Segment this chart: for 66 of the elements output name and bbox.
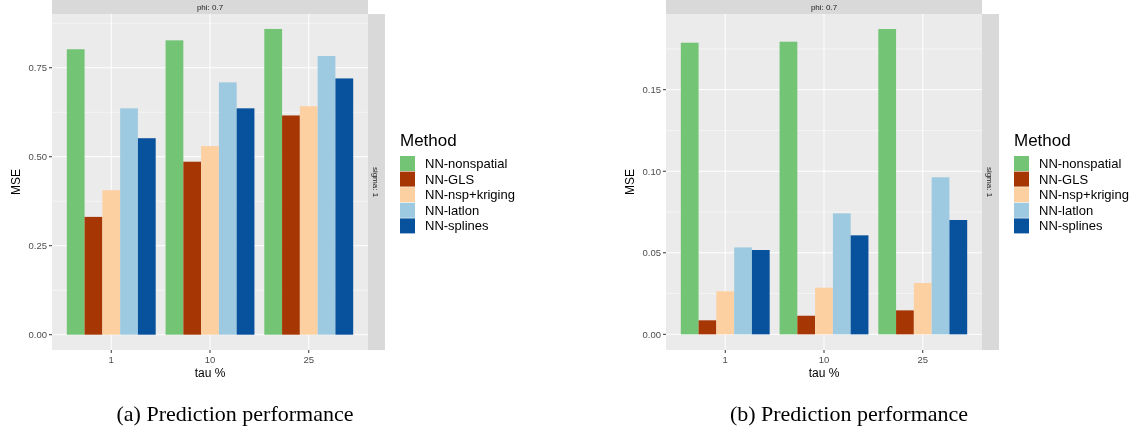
text: sigma: 1 <box>371 166 380 198</box>
text: (b) Prediction performance <box>729 401 969 426</box>
bar <box>896 310 914 335</box>
bar <box>102 190 121 335</box>
bar <box>218 82 237 335</box>
bar <box>716 291 735 335</box>
bar <box>183 161 202 335</box>
y-tick-label: 0.00 <box>642 328 661 340</box>
bar <box>698 320 717 335</box>
bar <box>66 49 85 335</box>
legend-title: Method <box>400 131 457 150</box>
bar <box>317 56 336 335</box>
legend-label: NN-splines <box>425 218 490 234</box>
legend-label: NN-nsp+kriging <box>425 187 515 203</box>
x-tick-label: 10 <box>818 354 830 365</box>
legend-label: NN-nsp+kriging <box>1039 187 1129 203</box>
x-tick-label: 25 <box>917 354 929 365</box>
legend-label: NN-latlon <box>1039 202 1094 218</box>
y-tick-label: 0.00 <box>28 329 47 341</box>
x-tick-label: 1 <box>722 354 728 365</box>
x-tick-label: 10 <box>204 354 216 365</box>
bar <box>236 108 255 335</box>
bar <box>734 247 752 335</box>
x-tick-label: 25 <box>303 354 315 365</box>
y-tick-label: 0.05 <box>642 247 661 259</box>
x-axis-title: tau % <box>194 366 226 380</box>
bar <box>850 235 869 335</box>
legend-label: NN-GLS <box>1039 171 1089 187</box>
x-tick-label: 1 <box>108 354 114 365</box>
legend-label: NN-latlon <box>425 202 480 218</box>
y-tick-label: 0.15 <box>642 84 661 96</box>
x-axis-title: tau % <box>808 366 840 380</box>
bar <box>832 213 851 335</box>
bar <box>335 78 354 335</box>
bar <box>797 315 816 335</box>
legend-label: NN-nonspatial <box>425 156 508 171</box>
legend-title: Method <box>1014 131 1071 150</box>
legend-label: NN-GLS <box>425 171 475 187</box>
text: (a) Prediction performance <box>116 401 354 426</box>
bar <box>913 282 932 335</box>
bar <box>779 41 798 335</box>
bar <box>165 40 184 335</box>
text: sigma: 1 <box>985 166 994 198</box>
y-axis-title: MSE <box>623 168 637 196</box>
bar <box>949 220 968 335</box>
y-tick-label: 0.10 <box>642 165 661 177</box>
bar <box>264 28 283 335</box>
y-tick-label: 0.50 <box>28 151 47 163</box>
bar <box>84 216 103 335</box>
bar <box>878 29 897 335</box>
bar <box>680 42 699 335</box>
bar <box>751 250 770 335</box>
bar <box>201 146 219 335</box>
text: phi: 0.7 <box>810 3 838 12</box>
bar <box>282 115 300 335</box>
y-tick-label: 0.75 <box>28 62 47 74</box>
bar <box>931 177 950 335</box>
text: phi: 0.7 <box>196 3 224 12</box>
bar <box>815 287 833 335</box>
bar <box>137 138 156 335</box>
y-tick-label: 0.25 <box>28 240 47 252</box>
bar <box>120 108 138 335</box>
bar <box>299 106 318 335</box>
y-axis-title: MSE <box>9 168 23 196</box>
legend-label: NN-splines <box>1039 218 1104 234</box>
legend-label: NN-nonspatial <box>1039 156 1122 171</box>
